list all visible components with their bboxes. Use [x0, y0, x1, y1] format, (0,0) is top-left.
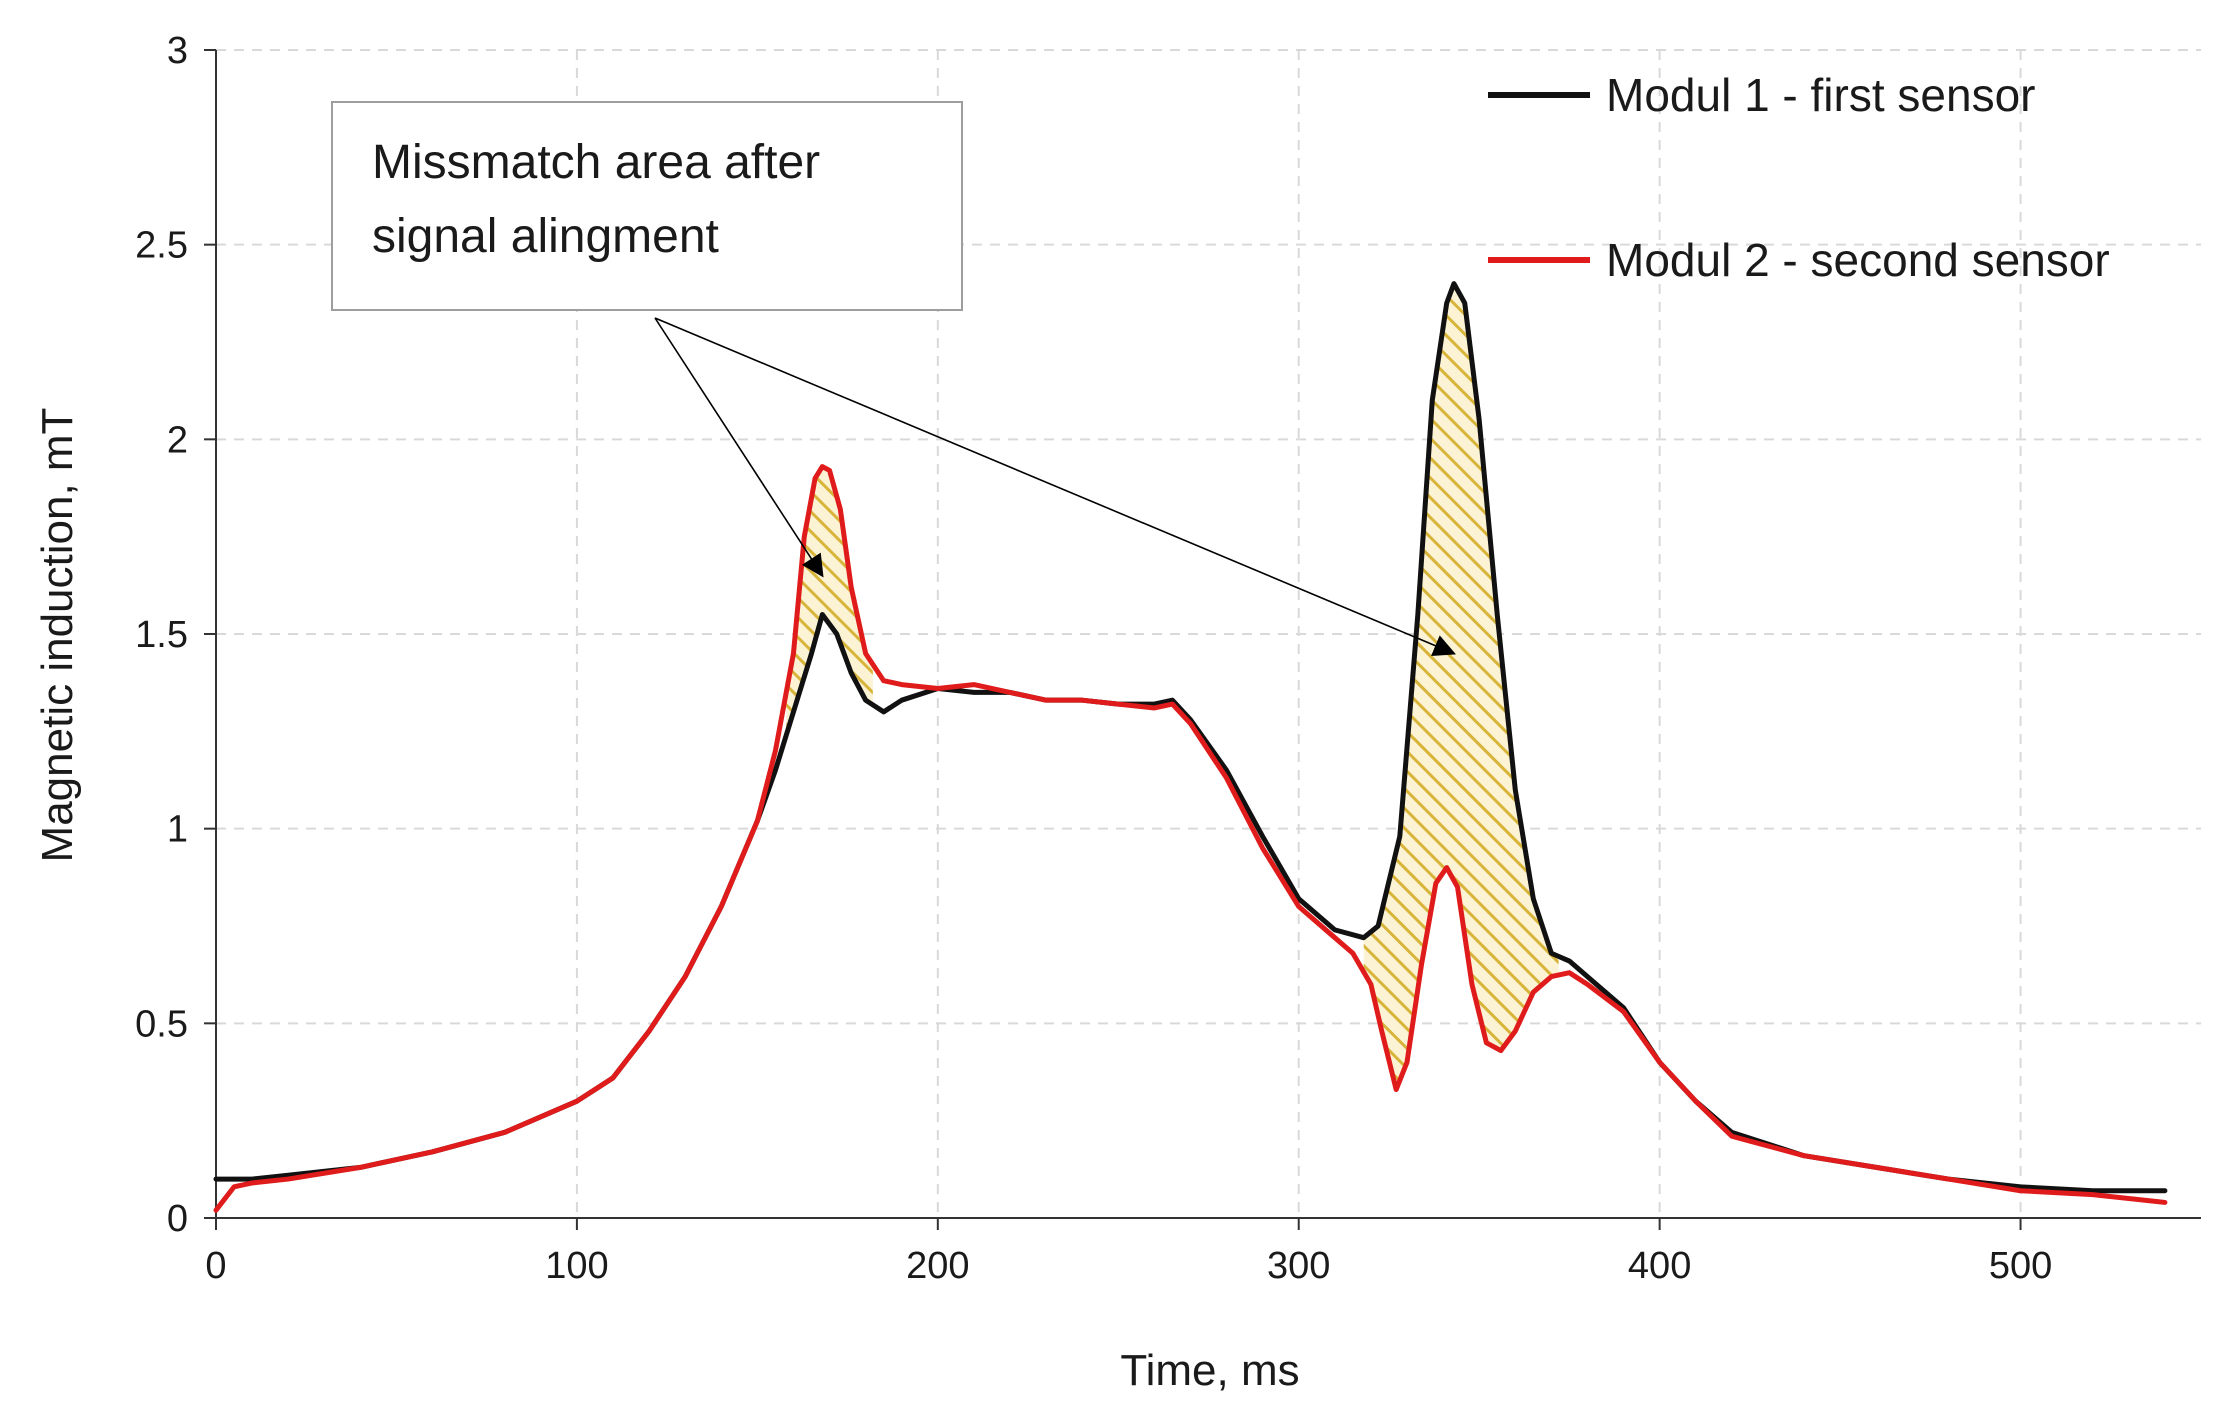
axes — [204, 49, 2201, 1230]
legend: Modul 1 - first sensor Modul 2 - second s… — [1488, 69, 2110, 286]
x-tick-label: 0 — [205, 1245, 226, 1287]
annotation-callout: Missmatch area after signal alingment — [331, 101, 1456, 656]
series-line-modul-2 — [213, 464, 2168, 1213]
y-tick-label: 0.5 — [135, 1003, 188, 1045]
y-tick-label: 2 — [167, 419, 188, 461]
x-tick-label: 500 — [1989, 1245, 2052, 1287]
legend-label: Modul 1 - first sensor — [1606, 69, 2035, 121]
x-tick-label: 300 — [1267, 1245, 1330, 1287]
x-tick-label: 200 — [906, 1245, 969, 1287]
y-tick-labels: 0 0.5 1 1.5 2 2.5 3 — [135, 30, 188, 1240]
x-tick-label: 100 — [545, 1245, 608, 1287]
legend-item: Modul 2 - second sensor — [1488, 234, 2110, 286]
x-tick-labels: 0 100 200 300 400 500 — [205, 1245, 2052, 1287]
annotation-line-2: signal alingment — [372, 210, 719, 263]
series-line-modul-1 — [213, 281, 2168, 1194]
y-tick-label: 1.5 — [135, 614, 188, 656]
series-lines — [213, 281, 2168, 1213]
x-axis-title: Time, ms — [1120, 1346, 1299, 1395]
y-tick-label: 0 — [167, 1198, 188, 1240]
y-tick-label: 2.5 — [135, 225, 188, 267]
y-tick-label: 3 — [167, 30, 188, 72]
y-tick-label: 1 — [167, 809, 188, 851]
annotation-line-1: Missmatch area after — [372, 136, 820, 189]
annotation-box — [331, 101, 963, 311]
annotation-arrow — [654, 317, 824, 578]
annotation-arrow — [654, 317, 1456, 656]
x-tick-label: 400 — [1628, 1245, 1691, 1287]
mismatch-area — [1363, 283, 1559, 1090]
annotation-arrows — [654, 317, 1456, 656]
legend-label: Modul 2 - second sensor — [1606, 234, 2110, 286]
y-axis-title: Magnetic induction, mT — [33, 408, 82, 863]
legend-item: Modul 1 - first sensor — [1488, 69, 2035, 121]
